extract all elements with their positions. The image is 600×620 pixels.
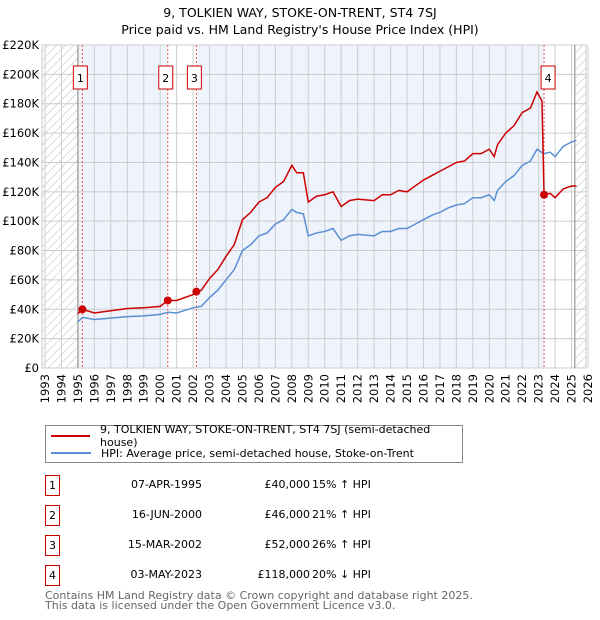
sale-price: £52,000	[264, 538, 311, 551]
x-tick-label: 2013	[367, 374, 381, 403]
legend-swatch	[51, 452, 91, 454]
legend-label: HPI: Average price, semi-detached house,…	[101, 446, 414, 460]
legend: 9, TOLKIEN WAY, STOKE-ON-TRENT, ST4 7SJ …	[45, 423, 463, 463]
hpi-line	[77, 139, 577, 323]
y-tick-label: £140K	[2, 155, 39, 169]
sale-label-box	[540, 65, 556, 90]
sale-row: 3 15-MAR-2002 £52,000 26% ↑ HPI	[45, 535, 465, 556]
sale-point	[163, 296, 172, 305]
legend-label: 9, TOLKIEN WAY, STOKE-ON-TRENT, ST4 7SJ …	[100, 423, 431, 449]
y-tick-label: £200K	[2, 67, 39, 81]
hatched-region	[42, 45, 78, 368]
x-tick-label: 2007	[268, 374, 282, 403]
x-tick-label: 2011	[334, 374, 348, 403]
y-tick-label: £120K	[2, 185, 39, 199]
y-tick-label: £60K	[10, 273, 40, 287]
x-tick-label: 1994	[54, 374, 68, 403]
sale-label-number: 4	[545, 72, 552, 85]
x-tick-label: 2014	[384, 374, 398, 403]
sale-label-number: 2	[162, 72, 169, 85]
x-tick-label: 2017	[433, 374, 447, 403]
x-tick-label: 2012	[351, 374, 365, 403]
x-tick-label: 2018	[449, 374, 463, 403]
shaded-period	[196, 45, 545, 368]
x-tick-label: 1993	[38, 374, 52, 403]
x-tick-label: 2006	[252, 374, 266, 403]
x-tick-label: 2021	[499, 374, 513, 403]
sale-price: £118,000	[257, 568, 311, 581]
sale-point	[78, 305, 87, 314]
x-tick-label: 2023	[532, 374, 546, 403]
sale-row: 4 03-MAY-2023 £118,000 20% ↓ HPI	[45, 565, 465, 586]
x-tick-label: 1999	[137, 374, 151, 403]
sale-hpi-diff: 21% ↑ HPI	[312, 508, 371, 521]
chart-svg: 9, TOLKIEN WAY, STOKE-ON-TRENT, ST4 7SJ …	[2, 5, 595, 403]
x-tick-label: 2009	[301, 374, 315, 403]
sale-hpi-diff: 15% ↑ HPI	[312, 478, 371, 491]
x-tick-label: 2025	[565, 374, 579, 403]
footer-line-1: Contains HM Land Registry data © Crown c…	[45, 589, 473, 602]
x-tick-label: 1996	[87, 374, 101, 403]
y-tick-label: £40K	[10, 302, 40, 316]
x-tick-label: 2024	[548, 374, 562, 403]
sale-point	[192, 287, 201, 296]
y-tick-label: £0	[24, 361, 39, 375]
x-tick-label: 1997	[104, 374, 118, 403]
sale-number: 2	[45, 505, 60, 526]
sale-price: £40,000	[264, 478, 311, 491]
chart-title: 9, TOLKIEN WAY, STOKE-ON-TRENT, ST4 7SJ	[163, 5, 436, 20]
y-tick-label: £160K	[2, 126, 39, 140]
legend-item-hpi: HPI: Average price, semi-detached house,…	[51, 445, 414, 461]
x-tick-label: 1998	[120, 374, 134, 403]
y-tick-label: £220K	[2, 38, 39, 52]
x-tick-label: 1995	[71, 374, 85, 403]
x-tick-label: 2022	[515, 374, 529, 403]
sale-label-box	[186, 65, 202, 90]
sale-date: 16-JUN-2000	[131, 508, 202, 521]
y-tick-label: £80K	[10, 244, 40, 258]
x-tick-label: 2026	[581, 374, 595, 403]
sale-number: 4	[45, 565, 60, 586]
x-tick-label: 2000	[153, 374, 167, 403]
x-tick-label: 2003	[203, 374, 217, 403]
x-tick-label: 2001	[170, 374, 184, 403]
sale-row: 2 16-JUN-2000 £46,000 21% ↑ HPI	[45, 505, 465, 526]
x-tick-label: 2010	[318, 374, 332, 403]
x-tick-label: 2019	[466, 374, 480, 403]
x-tick-label: 2005	[235, 374, 249, 403]
sale-price: £46,000	[264, 508, 311, 521]
y-tick-label: £100K	[2, 214, 39, 228]
sale-date: 07-APR-1995	[130, 478, 202, 491]
legend-swatch	[51, 435, 91, 437]
sale-number: 3	[45, 535, 60, 556]
sale-hpi-diff: 20% ↓ HPI	[312, 568, 371, 581]
x-tick-label: 2008	[285, 374, 299, 403]
sale-number: 1	[45, 475, 60, 496]
legend-item-property: 9, TOLKIEN WAY, STOKE-ON-TRENT, ST4 7SJ …	[51, 423, 462, 449]
x-tick-label: 2015	[400, 374, 414, 403]
sale-point	[540, 190, 549, 199]
sale-row: 1 07-APR-1995 £40,000 15% ↑ HPI	[45, 475, 465, 496]
sale-date: 03-MAY-2023	[130, 568, 202, 581]
sale-hpi-diff: 26% ↑ HPI	[312, 538, 371, 551]
x-tick-label: 2004	[219, 374, 233, 403]
y-tick-label: £180K	[2, 97, 39, 111]
hatched-region	[574, 45, 586, 368]
sale-label-number: 3	[191, 72, 198, 85]
y-tick-label: £20K	[10, 332, 40, 346]
x-tick-label: 2020	[482, 374, 496, 403]
x-tick-label: 2002	[186, 374, 200, 403]
sale-label-box	[158, 65, 174, 90]
shaded-period	[77, 45, 168, 368]
sale-date: 15-MAR-2002	[127, 538, 202, 551]
sale-label-number: 1	[77, 72, 84, 85]
sale-label-box	[72, 65, 88, 90]
chart-subtitle: Price paid vs. HM Land Registry's House …	[121, 22, 478, 37]
x-tick-label: 2016	[416, 374, 430, 403]
footer-line-2: This data is licensed under the Open Gov…	[45, 599, 396, 612]
